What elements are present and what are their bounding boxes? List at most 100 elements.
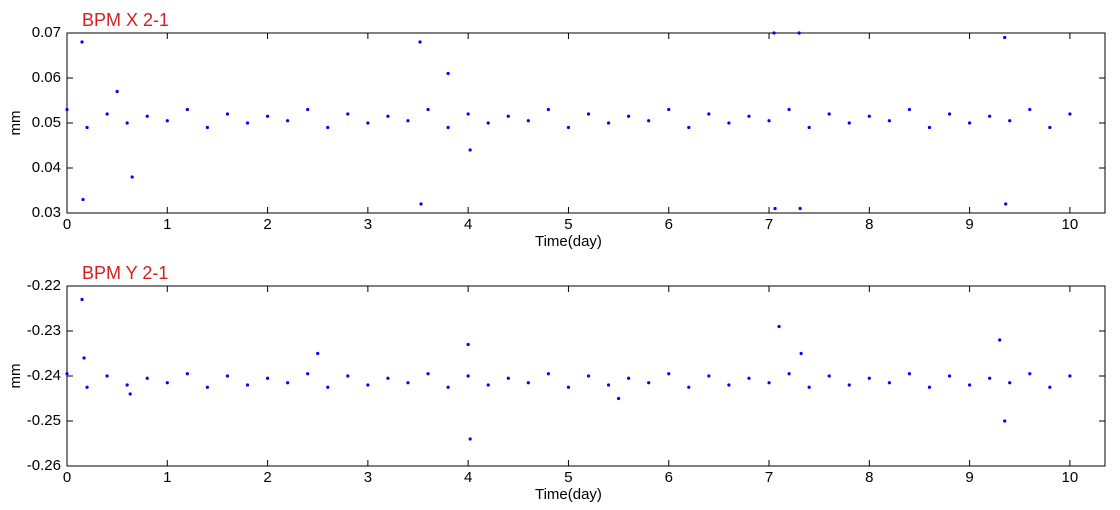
data-point: [546, 372, 550, 376]
data-point: [687, 125, 691, 130]
data-point: [85, 385, 89, 389]
data-point: [486, 121, 490, 125]
x-tick-label: 7: [765, 469, 773, 486]
data-point: [105, 112, 109, 116]
x-tick-label: 3: [364, 216, 372, 233]
data-point: [165, 381, 169, 385]
data-point: [225, 112, 230, 116]
data-point: [466, 374, 470, 378]
data-point: [468, 437, 472, 441]
x-tick-label: 10: [1062, 469, 1079, 486]
data-point: [1048, 125, 1052, 130]
data-point: [85, 125, 89, 130]
data-point: [128, 392, 132, 396]
data-point: [80, 297, 84, 302]
data-point: [727, 121, 731, 125]
data-point: [446, 125, 450, 130]
x-tick-label: 3: [364, 469, 372, 486]
data-point: [1008, 381, 1012, 385]
x-tick-label: 5: [564, 469, 572, 486]
x-axis-label: Time(day): [535, 233, 602, 250]
data-point: [777, 324, 781, 329]
data-point: [80, 40, 84, 44]
data-point: [787, 372, 791, 376]
x-tick-label: 2: [263, 469, 271, 486]
data-point: [526, 119, 530, 123]
data-point: [988, 376, 992, 380]
data-point: [707, 374, 711, 378]
data-point: [205, 125, 210, 130]
data-point: [506, 114, 510, 118]
x-tick-label: 0: [63, 469, 71, 486]
data-point: [927, 385, 932, 389]
x-axis-label: Time(day): [535, 486, 602, 503]
data-point: [566, 125, 571, 130]
data-point: [306, 372, 310, 376]
data-point: [947, 374, 952, 378]
data-point: [506, 376, 510, 380]
data-point: [566, 385, 571, 389]
data-point: [867, 376, 871, 380]
data-point: [546, 107, 550, 112]
data-point: [286, 119, 290, 123]
data-point: [466, 112, 470, 116]
data-point: [988, 114, 992, 118]
chart-title: BPM X 2-1: [82, 10, 169, 30]
y-tick-label: 0.04: [32, 159, 61, 176]
data-point: [245, 121, 250, 125]
data-point: [205, 385, 210, 389]
data-point: [667, 372, 671, 376]
data-point: [606, 383, 611, 387]
data-point: [406, 119, 410, 123]
data-point: [647, 381, 651, 385]
data-point: [687, 385, 691, 389]
x-tick-label: 9: [965, 216, 973, 233]
data-point: [1003, 35, 1007, 40]
y-axis-label: mm: [7, 111, 24, 136]
y-axis-label: mm: [7, 364, 24, 389]
data-point: [426, 372, 430, 376]
data-point: [1004, 202, 1008, 206]
data-point: [667, 107, 671, 112]
data-point: [245, 383, 250, 387]
data-point: [65, 107, 69, 112]
data-point: [145, 114, 149, 118]
data-point: [773, 206, 777, 211]
data-point: [807, 385, 811, 389]
y-tick-label: -0.22: [27, 277, 61, 294]
x-tick-label: 0: [63, 216, 71, 233]
y-tick-label: 0.06: [32, 69, 61, 86]
chart-title: BPM Y 2-1: [82, 263, 168, 283]
data-point: [586, 374, 591, 378]
data-point: [887, 119, 891, 123]
data-point: [225, 374, 230, 378]
data-point: [165, 119, 169, 123]
data-point: [1028, 372, 1032, 376]
data-point: [747, 376, 751, 380]
data-point: [82, 356, 86, 360]
data-point: [386, 114, 390, 118]
data-point: [286, 381, 290, 385]
data-point: [927, 125, 932, 130]
data-point: [316, 351, 320, 356]
data-point: [867, 114, 871, 118]
x-tick-label: 1: [163, 216, 171, 233]
x-tick-label: 10: [1062, 216, 1079, 233]
data-point: [466, 342, 470, 347]
x-tick-label: 4: [464, 216, 472, 233]
data-point: [1048, 385, 1052, 389]
x-tick-label: 8: [865, 216, 873, 233]
data-point: [947, 112, 952, 116]
data-point: [406, 381, 410, 385]
data-point: [586, 112, 591, 116]
data-point: [526, 381, 530, 385]
data-point: [326, 125, 330, 130]
data-point: [81, 197, 85, 202]
data-point: [847, 383, 851, 387]
data-point: [306, 107, 310, 112]
data-point: [968, 121, 972, 125]
data-point: [907, 372, 912, 376]
data-point: [346, 112, 350, 116]
y-tick-label: -0.26: [27, 457, 61, 474]
